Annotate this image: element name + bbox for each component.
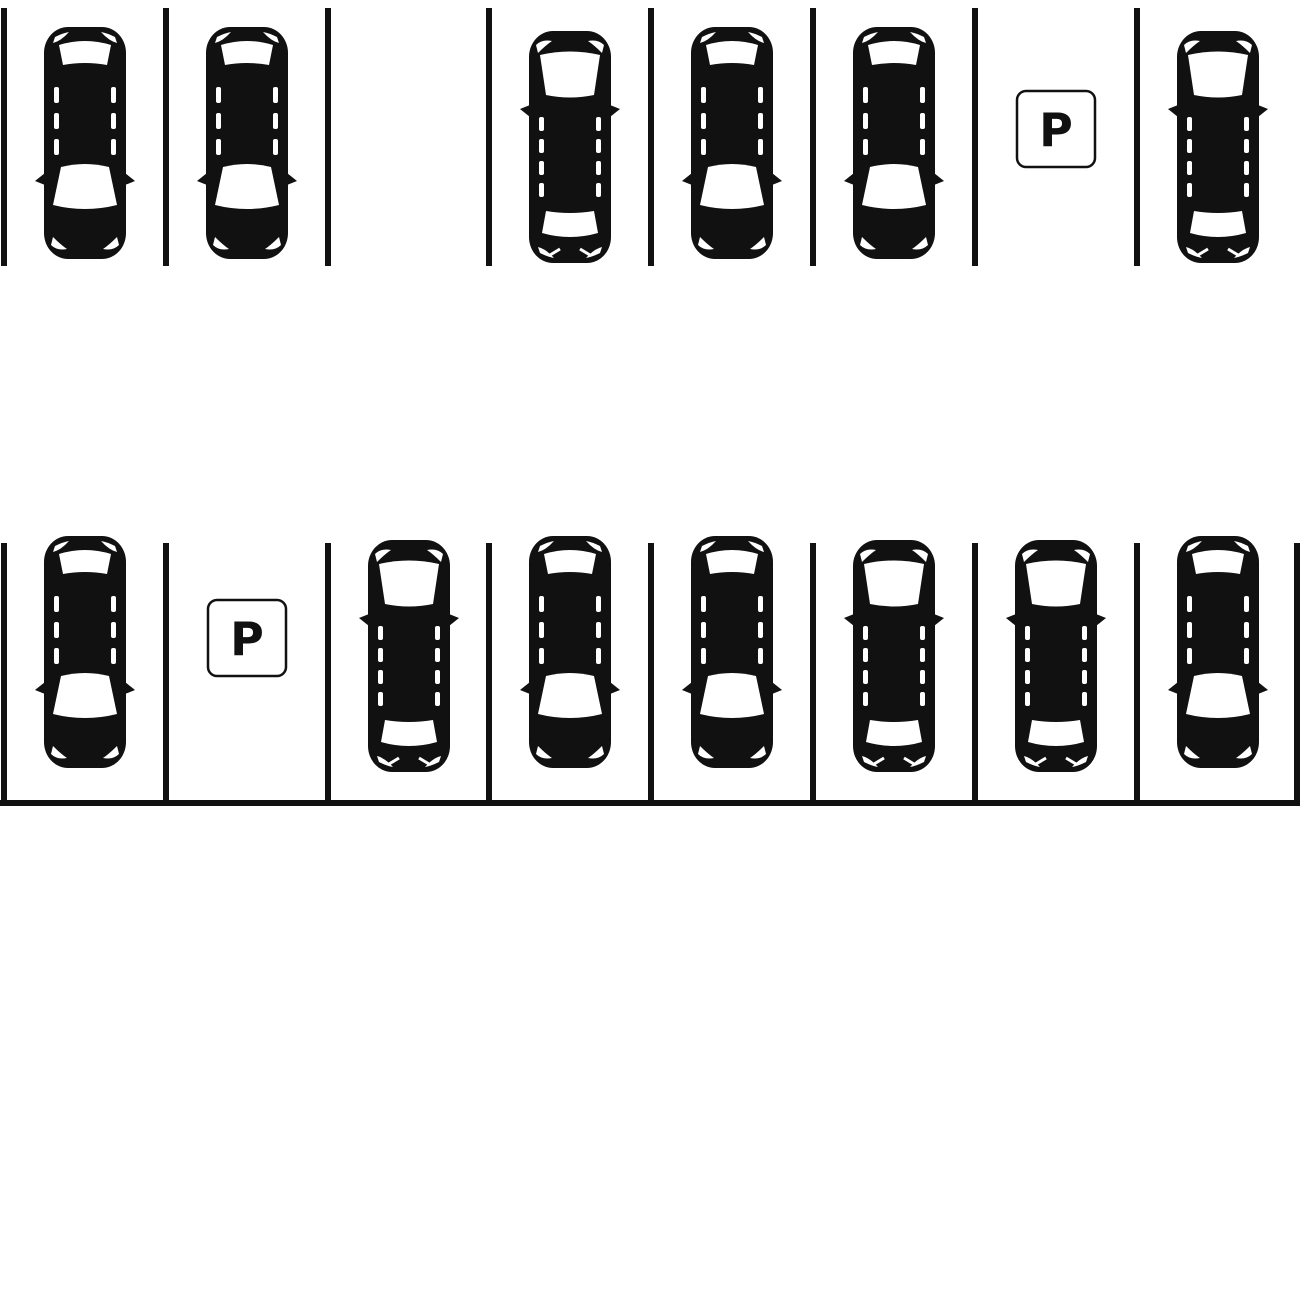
stall-divider-line [1134, 543, 1140, 803]
parking-row-top: P [1, 8, 1268, 266]
stall-divider-line [648, 8, 654, 266]
stall-divider-line [486, 543, 492, 803]
stall-divider-line [325, 8, 331, 266]
parked-car [844, 27, 944, 259]
parked-car [359, 540, 459, 772]
parking-sign: P [206, 598, 288, 678]
stall-divider-line [648, 543, 654, 803]
stall-divider-line [972, 8, 978, 266]
stall-divider-line [810, 8, 816, 266]
parking-sign-label: P [230, 612, 264, 666]
parking-sign: P [1015, 89, 1097, 169]
parked-car [682, 27, 782, 259]
parking-sign-frame [206, 598, 288, 678]
parked-car [35, 536, 135, 768]
parked-car [682, 536, 782, 768]
parked-car [197, 27, 297, 259]
parked-car [520, 31, 620, 263]
empty-parking-space [339, 12, 479, 52]
parked-car [844, 540, 944, 772]
stall-divider-line [972, 543, 978, 803]
stall-divider-line [1, 8, 7, 266]
parking-row-bottom: P [0, 536, 1300, 806]
parked-car [35, 27, 135, 259]
stall-divider-line [325, 543, 331, 803]
row-baseline [0, 800, 1300, 806]
parked-car [520, 536, 620, 768]
parking-sign-frame [1015, 89, 1097, 169]
stall-divider-line [1, 543, 7, 803]
parked-car [1168, 31, 1268, 263]
stall-divider-line [163, 543, 169, 803]
parking-sign-label: P [1039, 103, 1073, 157]
parked-car [1006, 540, 1106, 772]
stall-divider-line [163, 8, 169, 266]
stall-divider-line [1134, 8, 1140, 266]
stall-divider-line [810, 543, 816, 803]
parked-car [1168, 536, 1268, 768]
stall-divider-line [1294, 543, 1300, 803]
stall-divider-line [486, 8, 492, 266]
